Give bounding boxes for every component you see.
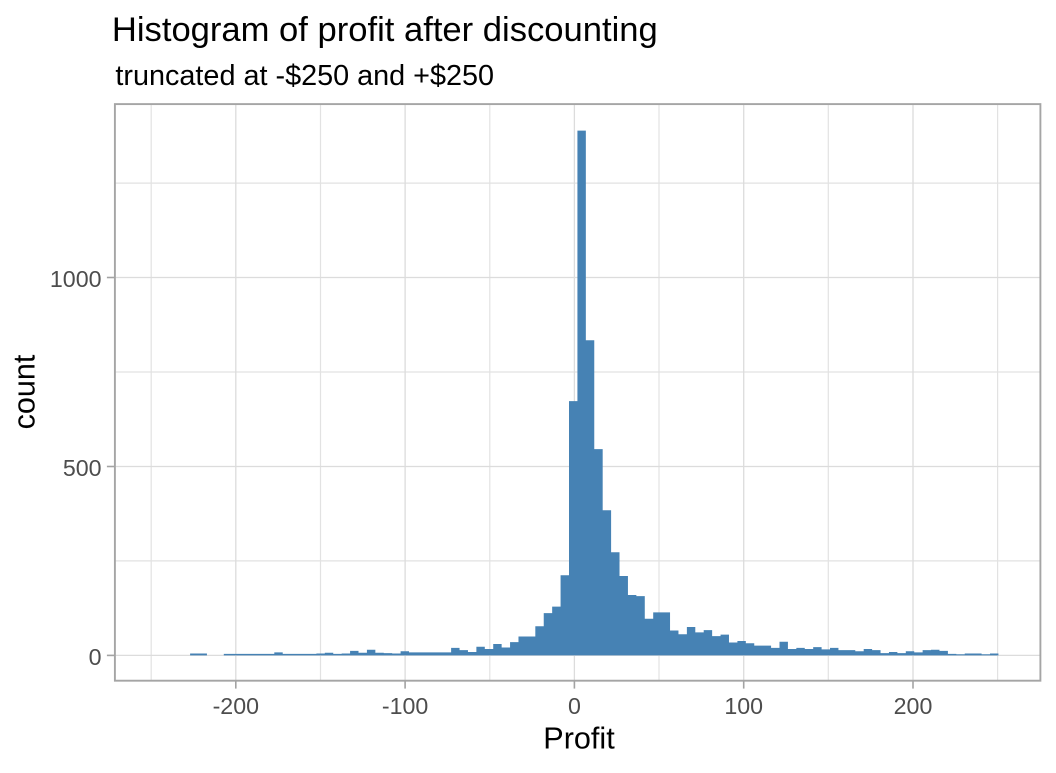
svg-text:count: count bbox=[8, 354, 42, 429]
svg-text:500: 500 bbox=[63, 455, 102, 481]
svg-text:0: 0 bbox=[89, 644, 102, 670]
svg-text:Histogram of profit after disc: Histogram of profit after discounting bbox=[112, 11, 658, 49]
svg-text:100: 100 bbox=[724, 693, 763, 719]
svg-text:-200: -200 bbox=[213, 693, 259, 719]
svg-text:truncated at -$250 and +$250: truncated at -$250 and +$250 bbox=[115, 60, 494, 92]
svg-text:0: 0 bbox=[568, 693, 581, 719]
svg-text:-100: -100 bbox=[382, 693, 428, 719]
svg-text:200: 200 bbox=[894, 693, 933, 719]
svg-text:Profit: Profit bbox=[543, 722, 615, 756]
svg-text:1000: 1000 bbox=[50, 266, 102, 292]
